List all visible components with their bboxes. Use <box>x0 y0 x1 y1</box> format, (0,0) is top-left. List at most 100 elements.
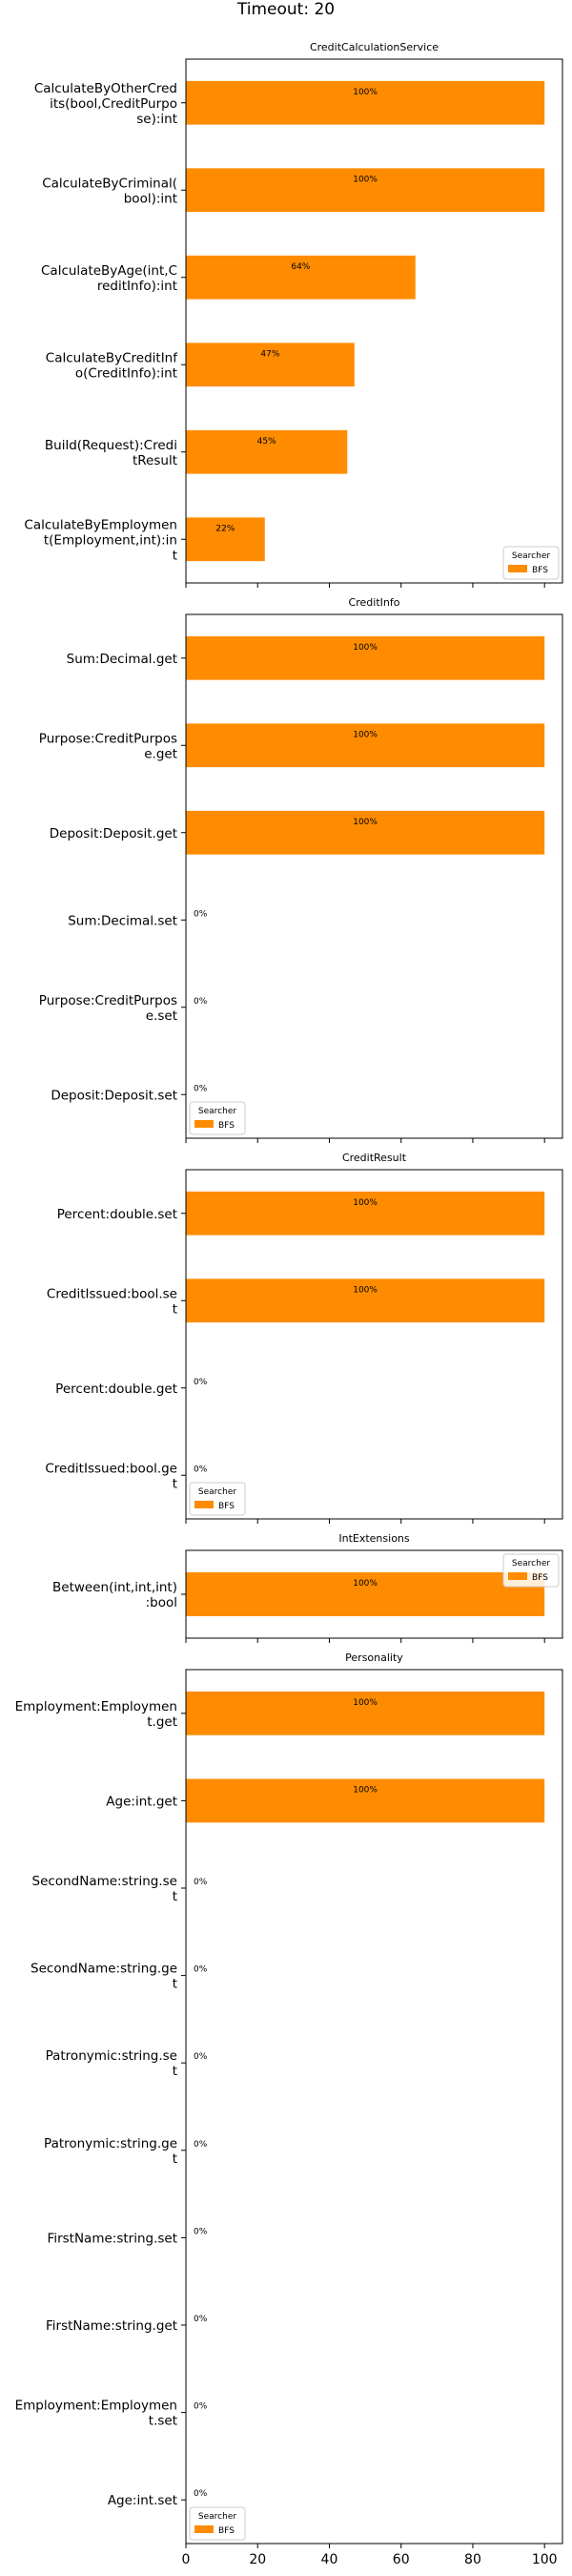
category-label-line: FirstName:string.set <box>48 2231 177 2246</box>
legend-swatch <box>194 1501 214 1508</box>
category-label-line: its(bool,CreditPurpo <box>50 96 177 112</box>
bar <box>186 1691 545 1735</box>
category-label-line: Purpose:CreditPurpos <box>39 993 177 1008</box>
category-label: Deposit:Deposit.set <box>51 1088 177 1103</box>
category-label-line: o(CreditInfo):int <box>75 365 177 381</box>
category-label-line: t <box>173 2151 177 2167</box>
legend: Searcher BFS <box>189 1482 246 1516</box>
category-label: CreditIssued:bool.ge t <box>45 1461 177 1491</box>
chart-panel: CreditInfo 100% Sum:Decimal.get 100% Purpose… <box>39 596 563 1143</box>
legend-swatch <box>194 1120 214 1128</box>
chart-panel: CreditResult 100% Percent:double.set 100% Cr… <box>45 1152 563 1524</box>
bar <box>186 810 545 855</box>
bar-value-label: 22% <box>215 524 235 533</box>
bar-value-label: 100% <box>353 1698 378 1708</box>
bar-value-label: 0% <box>194 1084 208 1093</box>
bar-value-label: 0% <box>194 1465 208 1474</box>
category-label-line: Deposit:Deposit.get <box>50 826 177 841</box>
category-label: CalculateByAge(int,C reditInfo):int <box>41 263 177 294</box>
category-label: Employment:Employmen t.set <box>15 2399 177 2429</box>
charts-container: CreditCalculationService 100% CalculateByO… <box>15 41 563 2567</box>
category-label: Deposit:Deposit.get <box>50 826 177 841</box>
chart-title: CreditResult <box>342 1152 407 1164</box>
category-label-line: tResult <box>133 453 177 468</box>
category-label-line: CalculateByOtherCred <box>34 81 177 96</box>
legend: Searcher BFS <box>189 2506 246 2541</box>
bar-value-label: 47% <box>260 349 279 359</box>
bar <box>186 1278 545 1323</box>
bar <box>186 168 545 213</box>
category-label-line: CalculateByEmploymen <box>24 517 177 532</box>
axes-frame <box>185 58 563 584</box>
legend-title: Searcher <box>198 1487 236 1497</box>
category-label: Build(Request):Credi tResult <box>45 438 177 468</box>
category-label-line: se):int <box>136 112 177 127</box>
chart-title: CreditCalculationService <box>310 41 439 53</box>
legend-swatch <box>508 1572 527 1580</box>
category-label-line: t(Employment,int):in <box>44 532 177 548</box>
chart-panel: IntExtensions 100% Between(int,int,int):bo… <box>52 1532 563 1643</box>
category-label: SecondName:string.ge t <box>31 1962 177 1992</box>
legend-entry: BFS <box>218 2526 235 2536</box>
bar-value-label: 0% <box>194 1378 208 1387</box>
chart-panel: CreditCalculationService 100% CalculateByO… <box>24 41 563 588</box>
category-label: CalculateByCriminal(bool):int <box>42 176 177 206</box>
bar-value-label: 100% <box>353 1785 378 1795</box>
category-label-line: Build(Request):Credi <box>45 438 177 453</box>
category-label-line: t <box>173 1977 177 1992</box>
category-label: Percent:double.get <box>55 1381 177 1397</box>
axes-frame <box>185 1669 563 2545</box>
bar-value-label: 100% <box>353 175 378 184</box>
x-tick-label: 100 <box>532 2552 558 2567</box>
category-label-line: Between(int,int,int) <box>52 1580 177 1595</box>
bar-value-label: 100% <box>353 643 378 653</box>
category-label: Patronymic:string.se t <box>46 2048 177 2079</box>
bar-value-label: 0% <box>194 2227 208 2236</box>
category-label-line: reditInfo):int <box>97 279 177 294</box>
category-label: Purpose:CreditPurpos e.get <box>39 731 177 761</box>
category-label: Between(int,int,int):bool <box>52 1580 177 1610</box>
category-label-line: t <box>173 1301 177 1317</box>
category-label-line: Employment:Employmen <box>15 2399 177 2414</box>
category-label-line: Age:int.set <box>108 2493 177 2508</box>
category-label-line: Percent:double.get <box>55 1381 177 1397</box>
category-label-line: Patronymic:string.ge <box>44 2136 177 2151</box>
axes-frame <box>185 1169 563 1520</box>
category-label-line: t <box>173 1476 177 1491</box>
bar <box>186 255 416 300</box>
category-label: CalculateByOtherCred its(bool,CreditPurpo… <box>34 81 177 127</box>
bar <box>186 1191 545 1236</box>
category-label: SecondName:string.se t <box>32 1874 177 1904</box>
bar-value-label: 100% <box>353 1285 378 1295</box>
bar-value-label: 0% <box>194 2315 208 2324</box>
category-label-line: Sum:Decimal.set <box>68 913 177 928</box>
category-label: CalculateByEmploymen t(Employment,int):in… <box>24 517 177 563</box>
chart-title: IntExtensions <box>338 1532 410 1545</box>
bar-value-label: 100% <box>353 1579 378 1589</box>
bar-value-label: 100% <box>353 818 378 827</box>
bar-value-label: 100% <box>353 730 378 739</box>
category-label-line: e.get <box>144 746 177 761</box>
category-label-line: t.get <box>147 1714 177 1730</box>
bar-value-label: 100% <box>353 1198 378 1208</box>
chart-title: Personality <box>345 1652 403 1664</box>
category-label-line: bool):int <box>124 191 177 206</box>
category-label: Patronymic:string.ge t <box>44 2136 177 2167</box>
category-label-line: Sum:Decimal.get <box>67 652 177 667</box>
bar-value-label: 0% <box>194 997 208 1007</box>
category-label-line: Percent:double.set <box>57 1207 177 1222</box>
category-label-line: t <box>173 548 177 563</box>
bar-value-label: 0% <box>194 1965 208 1975</box>
bar-value-label: 0% <box>194 2489 208 2499</box>
axes-frame <box>185 613 563 1139</box>
legend: Searcher BFS <box>189 1101 246 1135</box>
bar-value-label: 100% <box>353 88 378 97</box>
category-label: Percent:double.set <box>57 1207 177 1222</box>
category-label: Sum:Decimal.set <box>68 913 177 928</box>
legend-title: Searcher <box>198 1107 236 1116</box>
legend: Searcher BFS <box>502 1553 560 1588</box>
bar <box>186 80 545 125</box>
legend-swatch <box>194 2525 214 2533</box>
bar <box>186 1572 545 1616</box>
